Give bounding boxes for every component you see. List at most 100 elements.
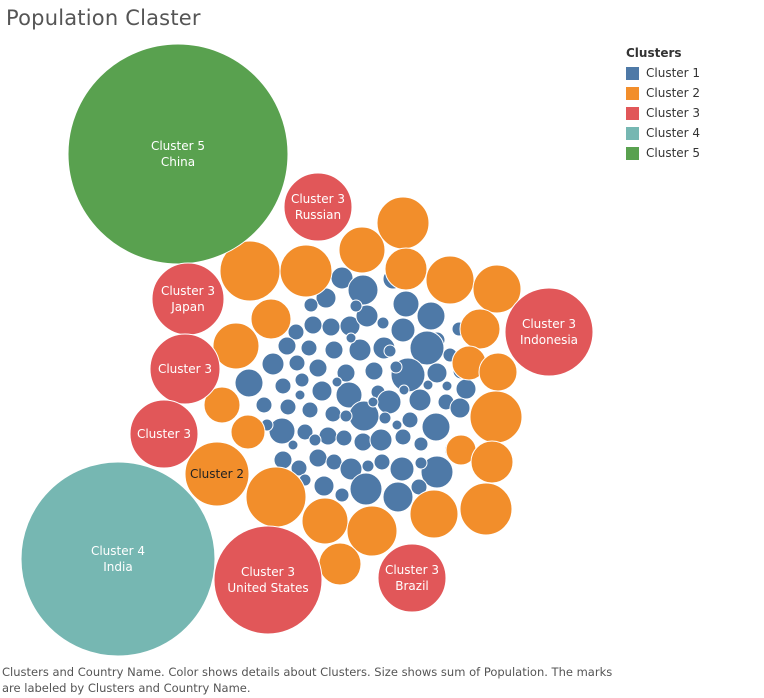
bubble-cluster-1[interactable] xyxy=(401,411,419,429)
bubble-cluster-1[interactable] xyxy=(345,332,357,344)
legend-item[interactable]: Cluster 5 xyxy=(626,143,700,163)
bubble-cluster-1[interactable] xyxy=(421,412,451,442)
bubble-cluster-1[interactable] xyxy=(287,323,305,341)
bubble-cluster-1[interactable] xyxy=(376,316,390,330)
bubble-cluster-1[interactable] xyxy=(409,330,445,366)
bubble-cluster-1[interactable] xyxy=(334,487,350,503)
bubble-cluster-2[interactable] xyxy=(409,489,459,539)
bubble-cluster-1[interactable] xyxy=(308,433,322,447)
bubble-cluster-1[interactable] xyxy=(422,379,434,391)
bubble-cluster-1[interactable] xyxy=(353,432,373,452)
bubble-cluster-1[interactable] xyxy=(391,419,403,431)
bubble-cluster-1[interactable] xyxy=(308,448,328,468)
bubble-cluster-1[interactable] xyxy=(361,459,375,473)
bubble-cluster-2[interactable] xyxy=(459,308,501,350)
bubble-cluster-3[interactable] xyxy=(151,262,225,336)
bubble-cluster-2[interactable] xyxy=(346,505,398,557)
bubble-cluster-1[interactable] xyxy=(255,396,273,414)
bubble-cluster-1[interactable] xyxy=(378,411,392,425)
bubble-cluster-1[interactable] xyxy=(367,396,379,408)
bubble-cluster-2[interactable] xyxy=(376,196,430,250)
bubble-cluster-2[interactable] xyxy=(230,414,266,450)
bubble-cluster-1[interactable] xyxy=(335,429,353,447)
bubble-cluster-1[interactable] xyxy=(455,378,477,400)
bubble-cluster-1[interactable] xyxy=(426,362,448,384)
bubble-cluster-2[interactable] xyxy=(338,226,386,274)
bubble-cluster-1[interactable] xyxy=(414,456,428,470)
bubble-cluster-1[interactable] xyxy=(376,389,402,415)
bubble-cluster-2[interactable] xyxy=(425,255,475,305)
bubble-cluster-4[interactable] xyxy=(20,461,216,657)
bubble-cluster-1[interactable] xyxy=(294,389,306,401)
bubble-cluster-1[interactable] xyxy=(301,401,319,419)
bubble-cluster-1[interactable] xyxy=(382,481,414,513)
bubble-cluster-1[interactable] xyxy=(288,354,306,372)
bubble-cluster-1[interactable] xyxy=(313,475,335,497)
bubble-cluster-2[interactable] xyxy=(184,441,250,507)
bubble-cluster-1[interactable] xyxy=(420,455,454,489)
bubble-cluster-1[interactable] xyxy=(348,338,372,362)
bubble-cluster-2[interactable] xyxy=(470,440,514,484)
bubble-cluster-1[interactable] xyxy=(373,453,391,471)
bubble-cluster-1[interactable] xyxy=(273,450,293,470)
bubble-cluster-2[interactable] xyxy=(245,466,307,528)
bubble-cluster-1[interactable] xyxy=(303,315,323,335)
bubble-cluster-1[interactable] xyxy=(279,398,297,416)
bubble-cluster-3[interactable] xyxy=(504,287,594,377)
bubble-cluster-1[interactable] xyxy=(296,423,314,441)
bubble-cluster-1[interactable] xyxy=(300,339,318,357)
bubble-cluster-1[interactable] xyxy=(290,459,308,477)
bubble-cluster-1[interactable] xyxy=(308,358,328,378)
bubble-cluster-1[interactable] xyxy=(339,457,363,481)
bubble-cluster-3[interactable] xyxy=(377,543,447,613)
bubble-cluster-2[interactable] xyxy=(212,322,260,370)
bubble-cluster-2[interactable] xyxy=(203,386,241,424)
bubble-cluster-2[interactable] xyxy=(301,497,349,545)
bubble-cluster-1[interactable] xyxy=(364,361,384,381)
bubble-cluster-1[interactable] xyxy=(390,317,416,343)
bubble-cluster-3[interactable] xyxy=(149,333,221,405)
bubble-cluster-1[interactable] xyxy=(277,336,297,356)
bubble-cluster-5[interactable] xyxy=(67,43,289,265)
bubble-cluster-1[interactable] xyxy=(413,436,429,452)
bubble-cluster-2[interactable] xyxy=(472,264,522,314)
bubble-cluster-1[interactable] xyxy=(394,428,412,446)
bubble-cluster-1[interactable] xyxy=(335,381,363,409)
bubble-cluster-2[interactable] xyxy=(469,390,523,444)
bubble-cluster-1[interactable] xyxy=(339,409,353,423)
legend-item[interactable]: Cluster 4 xyxy=(626,123,700,143)
bubble-cluster-2[interactable] xyxy=(459,482,513,536)
bubble-cluster-1[interactable] xyxy=(324,340,344,360)
bubble-cluster-1[interactable] xyxy=(303,297,319,313)
bubble-cluster-1[interactable] xyxy=(347,274,379,306)
bubble-cluster-1[interactable] xyxy=(349,472,383,506)
bubble-cluster-1[interactable] xyxy=(274,377,292,395)
bubble-cluster-2[interactable] xyxy=(279,244,333,298)
bubble-cluster-1[interactable] xyxy=(331,376,343,388)
bubble-cluster-3[interactable] xyxy=(283,172,353,242)
bubble-cluster-1[interactable] xyxy=(294,372,310,388)
bubble-cluster-1[interactable] xyxy=(389,456,415,482)
bubble-cluster-1[interactable] xyxy=(324,405,342,423)
bubble-cluster-2[interactable] xyxy=(478,352,518,392)
bubble-cluster-1[interactable] xyxy=(441,380,453,392)
bubble-cluster-1[interactable] xyxy=(321,317,341,337)
bubble-cluster-1[interactable] xyxy=(398,384,410,396)
bubble-cluster-3[interactable] xyxy=(213,525,323,635)
bubble-cluster-1[interactable] xyxy=(383,344,397,358)
legend-item[interactable]: Cluster 1 xyxy=(626,63,700,83)
bubble-cluster-1[interactable] xyxy=(234,368,264,398)
bubble-cluster-1[interactable] xyxy=(261,352,285,376)
bubble-cluster-1[interactable] xyxy=(355,304,379,328)
bubble-cluster-1[interactable] xyxy=(392,290,420,318)
bubble-cluster-1[interactable] xyxy=(369,428,393,452)
bubble-cluster-2[interactable] xyxy=(318,542,362,586)
legend-item[interactable]: Cluster 2 xyxy=(626,83,700,103)
bubble-cluster-1[interactable] xyxy=(318,426,338,446)
bubble-cluster-1[interactable] xyxy=(349,299,363,313)
bubble-cluster-3[interactable] xyxy=(129,399,199,469)
legend-item[interactable]: Cluster 3 xyxy=(626,103,700,123)
bubble-cluster-1[interactable] xyxy=(449,397,471,419)
bubble-cluster-1[interactable] xyxy=(416,301,446,331)
bubble-cluster-2[interactable] xyxy=(384,247,428,291)
